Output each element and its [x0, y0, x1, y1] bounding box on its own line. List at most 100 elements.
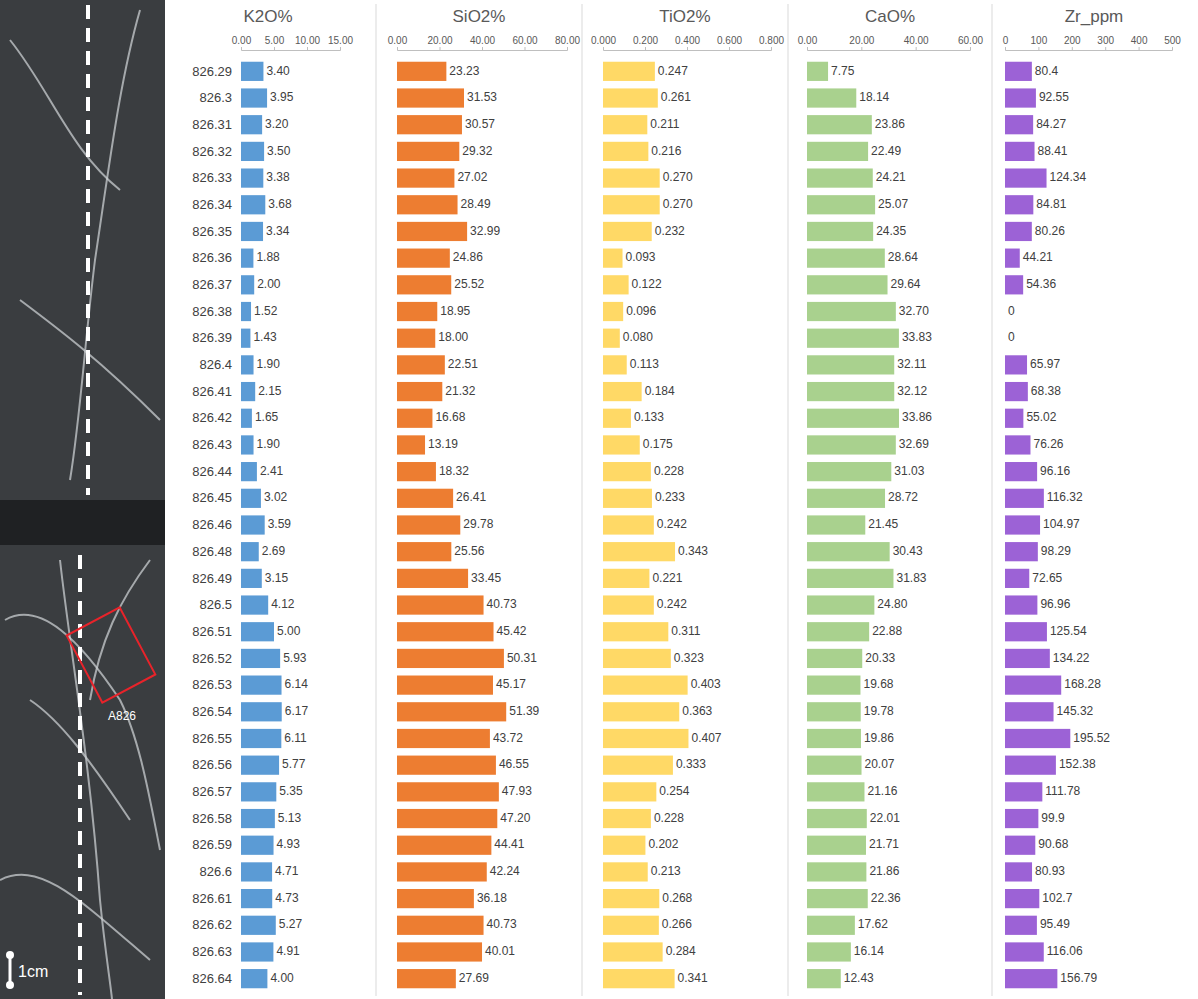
tick-mark: [603, 47, 604, 50]
panel-separator: [376, 4, 377, 996]
bar: [603, 729, 688, 748]
data-label: 32.11: [897, 357, 926, 371]
bar: [603, 622, 668, 641]
data-label: 47.93: [502, 784, 532, 798]
data-label: 28.49: [461, 197, 491, 211]
bar: [603, 88, 658, 107]
y-tick: 826.44: [192, 464, 232, 479]
data-label: 47.20: [500, 811, 530, 825]
data-label: 27.02: [457, 170, 487, 184]
data-label: 18.95: [440, 304, 470, 318]
data-label: 0.133: [634, 410, 664, 424]
bar: [397, 329, 435, 348]
category-label: 826.37: [192, 277, 232, 292]
data-label: 21.86: [869, 864, 899, 878]
data-label: 3.34: [266, 224, 290, 238]
data-label: 25.07: [878, 197, 908, 211]
x-tick: 0.00: [232, 35, 252, 50]
data-label: 22.36: [871, 891, 901, 905]
panel: SiO2%0.0020.0040.0060.0080.0023.2331.533…: [388, 7, 581, 988]
x-tick: 0.400: [675, 35, 700, 50]
tick-mark: [645, 47, 646, 50]
data-label: 98.29: [1041, 544, 1071, 558]
bar: [603, 462, 651, 481]
data-label: 20.33: [865, 651, 895, 665]
data-label: 5.27: [279, 917, 303, 931]
bar: [807, 222, 873, 241]
tick-mark: [307, 47, 308, 50]
bar: [241, 409, 252, 428]
tick-label: 0.000: [591, 35, 616, 46]
data-label: 84.81: [1036, 197, 1066, 211]
data-label: 32.99: [470, 224, 500, 238]
y-tick: 826.38: [192, 304, 232, 319]
bar: [807, 916, 855, 935]
data-label: 0: [1008, 304, 1015, 318]
bar: [1005, 142, 1035, 161]
bar: [241, 889, 272, 908]
tick-label: 0.800: [759, 35, 784, 46]
y-tick: 826.49: [192, 571, 232, 586]
tick-label: 0.00: [232, 35, 252, 46]
panel-title: TiO2%: [659, 7, 710, 26]
bar: [807, 969, 841, 988]
bar: [397, 916, 484, 935]
data-label: 5.77: [282, 757, 306, 771]
category-label: 826.61: [192, 891, 232, 906]
data-label: 0.184: [645, 384, 675, 398]
bar: [241, 142, 264, 161]
y-tick: 826.46: [192, 517, 232, 532]
panel: Zr_ppm010020030040050080.492.5584.2788.4…: [1003, 7, 1182, 988]
data-label: 44.41: [494, 837, 524, 851]
tick-label: 0.00: [388, 35, 408, 46]
data-label: 22.01: [870, 811, 900, 825]
data-label: 0.268: [662, 891, 692, 905]
bar: [241, 809, 275, 828]
panel-title: Zr_ppm: [1065, 7, 1124, 26]
data-label: 124.34: [1050, 170, 1087, 184]
y-tick: 826.5: [199, 597, 232, 612]
data-label: 5.13: [278, 811, 302, 825]
category-label: 826.55: [192, 731, 232, 746]
bar: [397, 782, 499, 801]
core-trace: [86, 5, 90, 495]
data-label: 0.113: [630, 357, 659, 371]
data-label: 72.65: [1032, 571, 1062, 585]
tick-label: 0.400: [675, 35, 700, 46]
data-label: 3.50: [267, 144, 291, 158]
bar: [241, 462, 257, 481]
data-label: 19.68: [863, 677, 893, 691]
data-label: 5.93: [283, 651, 307, 665]
data-label: 111.78: [1045, 784, 1080, 798]
bar: [603, 809, 651, 828]
photo-vein: [70, 10, 140, 480]
tick-mark: [525, 47, 526, 50]
tick-label: 0.600: [717, 35, 742, 46]
x-tick: 15.00: [328, 35, 353, 50]
data-label: 46.55: [499, 757, 529, 771]
data-label: 6.11: [284, 731, 307, 745]
x-tick: 20.00: [427, 35, 452, 50]
bar: [241, 62, 263, 81]
x-tick: 500: [1164, 35, 1181, 50]
bar: [807, 809, 867, 828]
category-label: 826.44: [192, 464, 232, 479]
core-trace: [78, 555, 82, 995]
bar: [1005, 249, 1020, 268]
bar: [397, 355, 445, 374]
data-label: 29.32: [462, 144, 492, 158]
tick-mark: [1172, 47, 1173, 50]
bar: [1005, 382, 1028, 401]
bar: [603, 969, 675, 988]
data-label: 152.38: [1059, 757, 1096, 771]
bar: [603, 702, 679, 721]
data-label: 116.06: [1047, 944, 1083, 958]
panel-separator: [582, 4, 583, 996]
tick-mark: [274, 47, 275, 50]
y-tick: 826.34: [192, 197, 232, 212]
x-tick: 400: [1131, 35, 1148, 50]
bar: [397, 195, 458, 214]
data-label: 5.35: [279, 784, 303, 798]
bar: [397, 222, 467, 241]
category-label: 826.29: [192, 64, 232, 79]
